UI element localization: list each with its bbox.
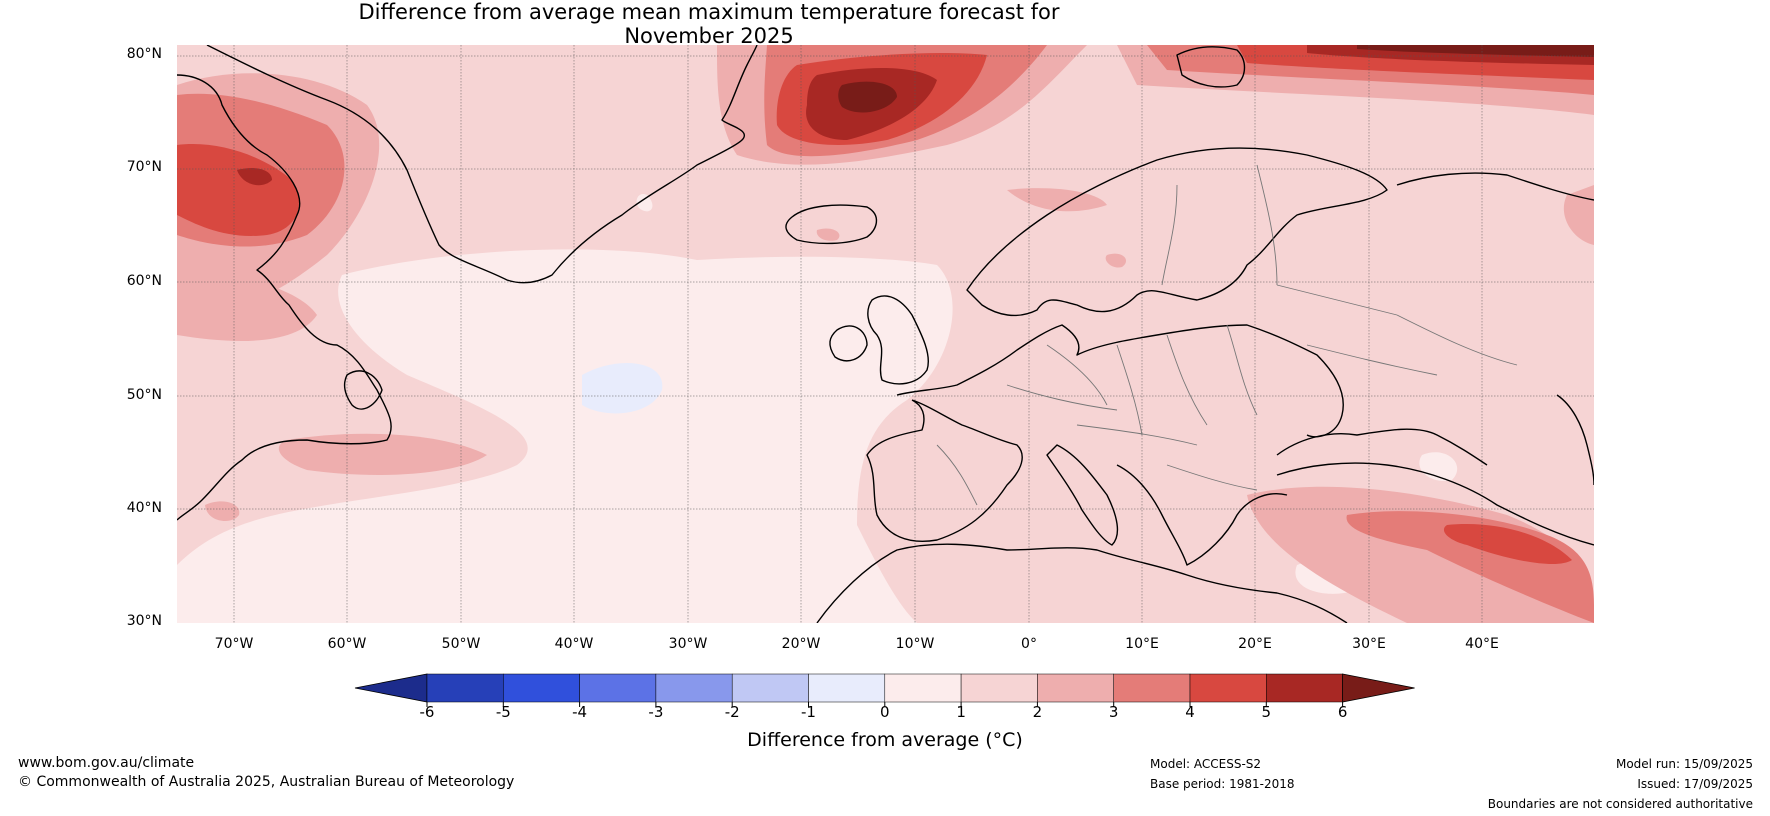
ireland-coast bbox=[829, 325, 868, 362]
lon-label-30w: 30°W bbox=[668, 636, 708, 652]
black-sea-north-coast bbox=[1276, 428, 1488, 466]
colorbar-cell bbox=[503, 673, 580, 703]
title-line-1: Difference from average mean maximum tem… bbox=[358, 0, 1060, 24]
caspian-coast bbox=[1556, 394, 1594, 486]
map-svg bbox=[177, 45, 1594, 623]
arctic-russia-coast bbox=[1396, 172, 1594, 201]
lon-label-10e: 10°E bbox=[1125, 636, 1159, 652]
colorbar-cell bbox=[808, 673, 886, 703]
balkans-coast bbox=[1116, 464, 1288, 566]
colorbar-cell bbox=[579, 673, 657, 703]
lat-label-40n: 40°N bbox=[126, 500, 162, 516]
graticule bbox=[177, 45, 1594, 623]
footer-base-period: Base period: 1981-2018 bbox=[1150, 777, 1295, 791]
colorbar-cell bbox=[655, 673, 733, 703]
colorbar-cell bbox=[1266, 673, 1343, 703]
lat-label-50n: 50°N bbox=[126, 387, 162, 403]
anomaly-band-above-6 bbox=[838, 45, 1594, 113]
lat-label-60n: 60°N bbox=[126, 273, 162, 289]
colorbar-tick-label: 3 bbox=[1108, 703, 1119, 721]
newfoundland-coast bbox=[343, 370, 383, 410]
lon-label-20e: 20°E bbox=[1238, 636, 1272, 652]
north-africa-coast bbox=[816, 543, 1348, 623]
lat-label-30n: 30°N bbox=[126, 613, 162, 629]
colorbar-tick-label: -3 bbox=[648, 703, 664, 721]
lon-label-40w: 40°W bbox=[554, 636, 594, 652]
lon-label-10w: 10°W bbox=[895, 636, 935, 652]
lat-label-70n: 70°N bbox=[126, 159, 162, 175]
lon-label-60w: 60°W bbox=[327, 636, 367, 652]
colorbar-ticks bbox=[426, 702, 1344, 707]
lon-label-40e: 40°E bbox=[1465, 636, 1499, 652]
iberia-coast bbox=[866, 399, 1023, 542]
colorbar-tick-label: 1 bbox=[956, 703, 966, 721]
colorbar-extend-high bbox=[1342, 673, 1415, 703]
colorbar-tick-label: -1 bbox=[801, 703, 816, 721]
anomaly-band-minus1-0 bbox=[582, 363, 663, 414]
colorbar bbox=[354, 673, 1415, 707]
greenland-coast bbox=[206, 45, 758, 284]
colorbar-cell bbox=[731, 673, 809, 703]
great-britain-coast bbox=[867, 295, 929, 385]
colorbar-tick-label: 6 bbox=[1337, 703, 1348, 721]
lon-label-30e: 30°E bbox=[1352, 636, 1386, 652]
colorbar-cells bbox=[354, 673, 1415, 703]
footer-disclaimer: Boundaries are not considered authoritat… bbox=[1487, 797, 1753, 811]
colorbar-extend-low bbox=[354, 673, 428, 703]
lon-label-70w: 70°W bbox=[214, 636, 254, 652]
svalbard-coast bbox=[1176, 46, 1246, 88]
lon-label-0: 0° bbox=[1021, 636, 1037, 652]
colorbar-tick-label: -2 bbox=[724, 703, 740, 721]
colorbar-cell bbox=[1113, 673, 1191, 703]
italy-coast bbox=[1046, 444, 1119, 546]
colorbar-title: Difference from average (°C) bbox=[747, 729, 1023, 751]
colorbar-tick-label: -5 bbox=[495, 703, 511, 721]
coastlines bbox=[177, 45, 1594, 623]
colorbar-tick-label: 2 bbox=[1032, 703, 1043, 721]
lat-label-80n: 80°N bbox=[126, 46, 162, 62]
colorbar-tick-label: 4 bbox=[1185, 703, 1195, 721]
footer-model-run: Model run: 15/09/2025 bbox=[1615, 757, 1753, 771]
footer-copyright: © Commonwealth of Australia 2025, Austra… bbox=[18, 774, 515, 790]
footer-website: www.bom.gov.au/climate bbox=[18, 755, 195, 771]
country-borders bbox=[936, 164, 1518, 506]
north-america-coast bbox=[177, 74, 392, 521]
footer-model: Model: ACCESS-S2 bbox=[1150, 757, 1262, 771]
colorbar-tick-label: 5 bbox=[1261, 703, 1272, 721]
colorbar-cell bbox=[884, 673, 962, 703]
colorbar-tick-label: -4 bbox=[572, 703, 588, 721]
footer-issued: Issued: 17/09/2025 bbox=[1637, 777, 1753, 791]
iceland-coast bbox=[785, 204, 878, 245]
colorbar-cell bbox=[1189, 673, 1267, 703]
map-title: Difference from average mean maximum tem… bbox=[0, 0, 1418, 48]
scandinavia-coast bbox=[966, 147, 1388, 317]
title-line-2: November 2025 bbox=[624, 24, 794, 48]
lon-label-20w: 20°W bbox=[781, 636, 821, 652]
colorbar-cell bbox=[1037, 673, 1114, 703]
colorbar-cell bbox=[426, 673, 504, 703]
temperature-anomaly-map bbox=[177, 45, 1594, 623]
lon-label-50w: 50°W bbox=[441, 636, 481, 652]
europe-coast bbox=[896, 324, 1344, 438]
colorbar-tick-label: -6 bbox=[419, 703, 435, 721]
turkey-black-sea-coast bbox=[1276, 462, 1594, 546]
colorbar-cell bbox=[960, 673, 1038, 703]
colorbar-tick-label: 0 bbox=[880, 703, 890, 721]
